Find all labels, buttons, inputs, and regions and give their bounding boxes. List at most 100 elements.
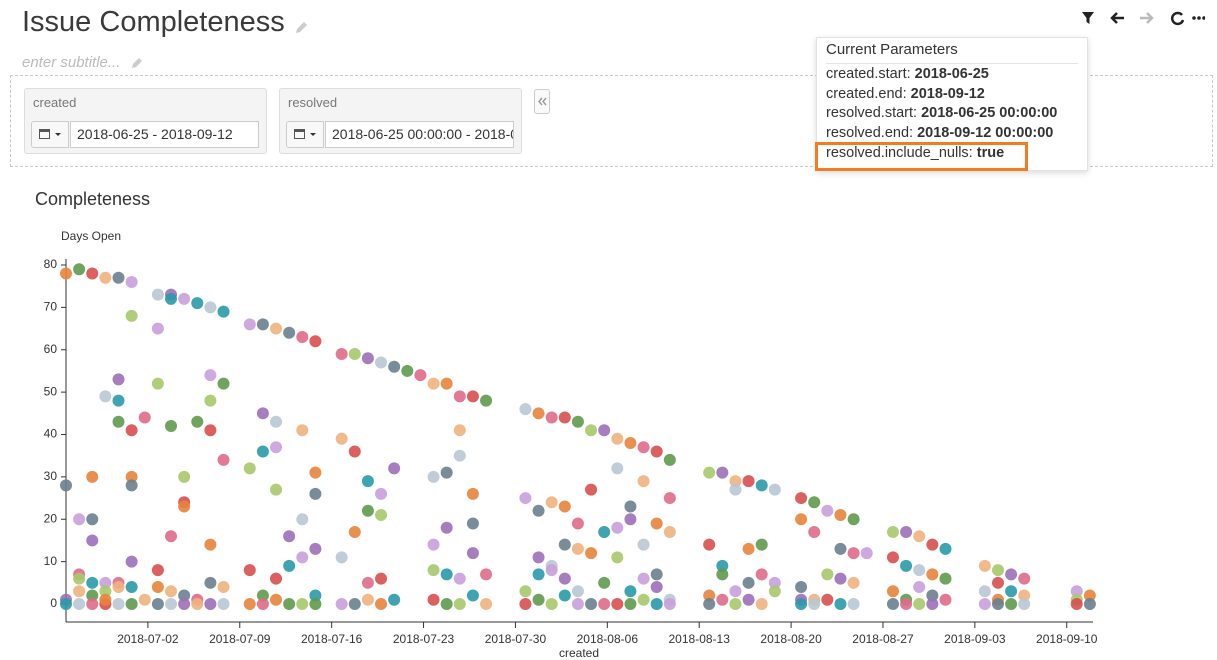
point <box>125 581 138 594</box>
point <box>624 500 637 513</box>
calendar-button[interactable] <box>286 121 324 148</box>
point <box>309 466 322 479</box>
back-icon[interactable] <box>1110 12 1124 24</box>
point <box>571 542 584 555</box>
point <box>427 470 440 483</box>
refresh-icon[interactable] <box>1170 11 1185 26</box>
point <box>217 453 230 466</box>
point <box>138 411 151 424</box>
point <box>939 542 952 555</box>
point <box>112 271 125 284</box>
y-tick-label: 80 <box>44 257 58 271</box>
point <box>125 309 138 322</box>
more-icon[interactable] <box>1192 16 1196 20</box>
point <box>151 377 164 390</box>
point <box>742 542 755 555</box>
point <box>256 445 269 458</box>
point <box>125 479 138 492</box>
highlight-box <box>815 142 1028 171</box>
x-tick-label: 2018-09-10 <box>1036 632 1098 646</box>
point <box>1083 598 1096 610</box>
x-tick-label: 2018-07-30 <box>485 632 547 646</box>
point <box>453 572 466 585</box>
point <box>978 598 991 610</box>
point <box>926 568 939 581</box>
filter-icon[interactable] <box>1082 12 1094 24</box>
more-icon[interactable] <box>1197 16 1201 20</box>
point <box>99 585 112 598</box>
edit-title-icon[interactable] <box>293 20 309 36</box>
point <box>348 445 361 458</box>
point <box>480 568 493 581</box>
point <box>978 585 991 598</box>
point <box>270 415 283 428</box>
point <box>532 407 545 420</box>
point <box>558 500 571 513</box>
point <box>125 424 138 437</box>
point <box>165 420 178 433</box>
edit-subtitle-icon[interactable] <box>130 56 144 70</box>
point <box>795 492 808 505</box>
subtitle[interactable]: enter subtitle... <box>22 54 121 71</box>
point <box>296 424 309 437</box>
point <box>637 538 650 551</box>
point <box>558 589 571 602</box>
point <box>585 598 598 610</box>
point <box>73 513 86 526</box>
point <box>926 598 939 610</box>
point <box>309 589 322 602</box>
point <box>886 525 899 538</box>
collapse-button[interactable] <box>534 89 550 114</box>
x-tick-label: 2018-09-03 <box>944 632 1006 646</box>
point <box>60 267 72 280</box>
x-axis-label: created <box>559 646 599 660</box>
date-range-input[interactable]: 2018-06-25 - 2018-09-12 <box>70 121 259 148</box>
point <box>178 470 191 483</box>
point <box>729 585 742 598</box>
point <box>217 377 230 390</box>
point <box>296 551 309 564</box>
point <box>886 585 899 598</box>
parameter-row: resolved.include_nulls: true <box>826 145 1004 161</box>
point <box>125 555 138 568</box>
date-range-input[interactable]: 2018-06-25 00:00:00 - 2018-09-12 00:00:0… <box>325 121 514 148</box>
point <box>991 564 1004 577</box>
point <box>112 581 125 594</box>
y-tick-label: 60 <box>44 342 58 356</box>
point <box>112 394 125 407</box>
point <box>1070 598 1083 610</box>
calendar-button[interactable] <box>31 121 69 148</box>
point <box>453 598 466 610</box>
point <box>361 352 374 365</box>
point <box>913 598 926 610</box>
filter-card: created 2018-06-25 - 2018-09-12 <box>24 88 267 154</box>
point <box>795 598 808 610</box>
point <box>178 589 191 602</box>
point <box>768 483 781 496</box>
point <box>663 492 676 505</box>
point <box>847 513 860 526</box>
point <box>361 576 374 589</box>
filter-card: resolved 2018-06-25 00:00:00 - 2018-09-1… <box>279 88 522 154</box>
point <box>755 598 768 610</box>
point <box>427 593 440 606</box>
point <box>742 593 755 606</box>
point <box>112 373 125 386</box>
point <box>755 538 768 551</box>
more-icon[interactable] <box>1202 16 1205 20</box>
x-tick-label: 2018-08-20 <box>760 632 822 646</box>
point <box>611 551 624 564</box>
point <box>73 598 86 610</box>
point <box>1005 568 1018 581</box>
point <box>716 559 729 572</box>
point <box>99 593 112 606</box>
point <box>361 475 374 488</box>
point <box>204 538 217 551</box>
point <box>125 470 138 483</box>
point <box>86 598 99 610</box>
point <box>466 547 479 560</box>
point <box>913 564 926 577</box>
forward-icon[interactable] <box>1140 12 1154 24</box>
point <box>624 598 637 610</box>
